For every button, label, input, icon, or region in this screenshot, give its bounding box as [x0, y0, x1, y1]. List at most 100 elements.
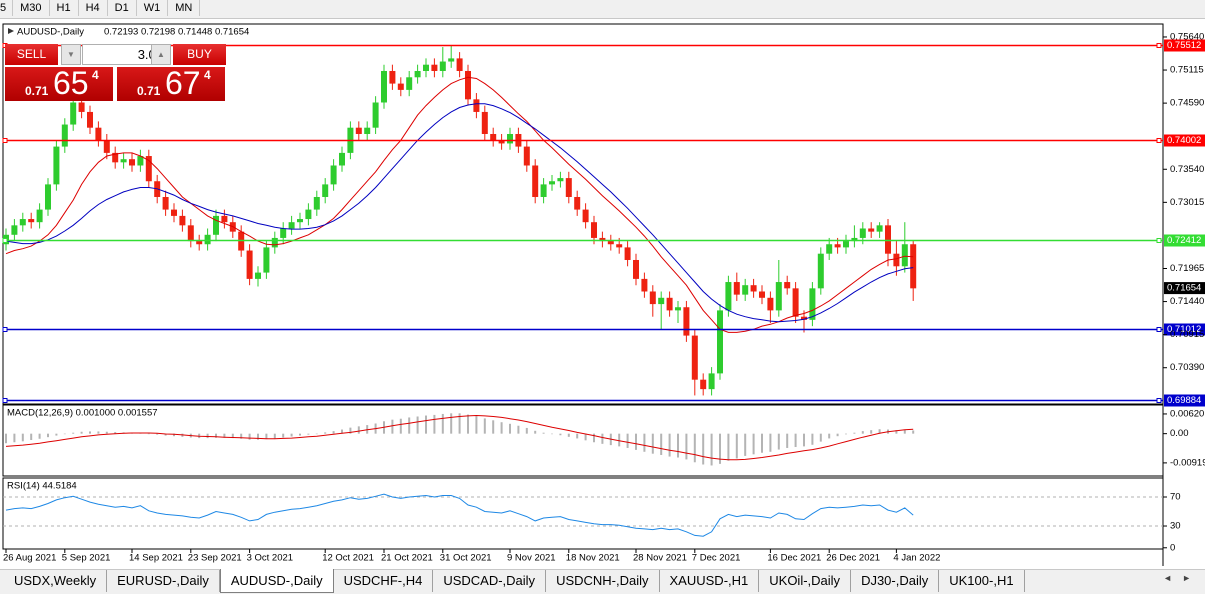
- macd-bar: [114, 432, 117, 434]
- timeframe-button[interactable]: H1: [50, 0, 79, 16]
- candle-body: [725, 282, 732, 311]
- candle-body: [750, 285, 757, 292]
- x-tick-label: 31 Oct 2021: [440, 553, 492, 564]
- chart-tab[interactable]: DJ30-,Daily: [851, 570, 940, 592]
- level-label-box: [1164, 234, 1205, 247]
- x-tick-label: 23 Sep 2021: [188, 553, 242, 564]
- timeframe-button[interactable]: 5: [0, 0, 14, 16]
- candle-body: [885, 225, 891, 254]
- candle-body: [280, 228, 287, 238]
- macd-bar: [836, 433, 839, 437]
- candle-body: [641, 278, 648, 292]
- candle-body: [255, 272, 261, 279]
- indicator-title: AUDUSD-,Daily: [17, 27, 84, 38]
- macd-bar: [206, 433, 209, 439]
- level-label-box: [1164, 39, 1205, 52]
- macd-bar: [89, 431, 91, 434]
- timeframe-button[interactable]: D1: [108, 0, 137, 16]
- candle-body: [36, 209, 43, 223]
- x-tick-label: 28 Nov 2021: [633, 553, 687, 564]
- chart-tab[interactable]: USDCHF-,H4: [334, 570, 434, 592]
- candle-body: [305, 209, 312, 220]
- timeframe-button[interactable]: MN: [168, 0, 201, 16]
- macd-bar: [483, 418, 486, 434]
- macd-bar: [156, 433, 159, 435]
- macd-bar: [164, 433, 167, 436]
- candle-body: [465, 70, 471, 100]
- lot-down[interactable]: ▼: [61, 44, 81, 65]
- chart-tab[interactable]: EURUSD-,Daily: [107, 570, 220, 592]
- level-handle: [2, 398, 8, 403]
- macd-bar: [315, 433, 318, 435]
- timeframe-button[interactable]: H4: [79, 0, 108, 16]
- candle-body: [658, 297, 665, 305]
- timeframe-button[interactable]: M30: [13, 0, 50, 16]
- macd-bar: [828, 433, 831, 439]
- candle-body: [792, 288, 799, 317]
- candle-body: [649, 291, 656, 305]
- candle-body: [859, 228, 866, 238]
- macd-bar: [509, 423, 511, 434]
- macd-bar: [332, 431, 335, 434]
- macd-bar: [693, 433, 696, 463]
- chart-tab[interactable]: XAUUSD-,H1: [660, 570, 760, 592]
- candle-body: [213, 215, 219, 235]
- timeframe-button[interactable]: W1: [137, 0, 169, 16]
- moving-average: [5, 76, 914, 333]
- y-tick-label: 0.75115: [1170, 65, 1204, 76]
- candle-body: [406, 77, 413, 90]
- x-tick-label: 4 Jan 2022: [893, 553, 940, 564]
- candle-body: [498, 140, 505, 144]
- macd-bar: [870, 430, 873, 434]
- x-tick-label: 16 Dec 2021: [767, 553, 821, 564]
- candle-body: [616, 244, 623, 248]
- tab-scroll[interactable]: ◄►: [1163, 573, 1201, 583]
- macd-bar: [534, 430, 537, 434]
- macd-bar: [47, 433, 49, 438]
- chart-tab[interactable]: USDCNH-,Daily: [546, 570, 660, 592]
- macd-bar: [525, 427, 528, 434]
- x-tick-label: 12 Oct 2021: [322, 553, 374, 564]
- macd-bar: [668, 433, 671, 457]
- macd-bar: [601, 433, 604, 444]
- y-tick-label: -0.009191: [1170, 457, 1205, 468]
- macd-bar: [257, 433, 259, 440]
- candle-body: [742, 285, 749, 295]
- macd-bar: [593, 433, 595, 443]
- candle-body: [297, 219, 303, 223]
- candle-body: [78, 102, 85, 112]
- macd-bar: [895, 430, 898, 434]
- chart-tab[interactable]: UKOil-,Daily: [759, 570, 852, 592]
- macd-bar: [30, 433, 33, 441]
- chart-tab[interactable]: USDCAD-,Daily: [433, 570, 547, 592]
- x-tick-label: 3 Oct 2021: [247, 553, 293, 564]
- chart-tab[interactable]: AUDUSD-,Daily: [219, 569, 334, 593]
- macd-bar: [769, 433, 772, 452]
- y-tick-label: 0.71440: [1170, 296, 1204, 307]
- bid-price[interactable]: 0.71 65 4: [5, 65, 113, 101]
- sell-button[interactable]: SELL: [5, 44, 58, 65]
- candle-body: [112, 152, 119, 163]
- candle-body: [381, 70, 387, 103]
- ask-price[interactable]: 0.71 67 4: [117, 65, 225, 101]
- candle-body: [171, 209, 177, 216]
- lot-up[interactable]: ▲: [151, 44, 171, 65]
- macd-bar: [265, 433, 268, 440]
- y-tick-label: 0.006201: [1170, 408, 1205, 419]
- macd-bar: [63, 433, 66, 435]
- candle-body: [574, 196, 581, 210]
- y-tick-label: 0.70390: [1170, 362, 1204, 373]
- macd-bar: [635, 433, 637, 450]
- indicator-title: RSI(14) 44.5184: [7, 481, 77, 492]
- candle-body: [683, 307, 690, 336]
- buy-button[interactable]: BUY: [173, 44, 226, 65]
- candle-body: [137, 156, 144, 166]
- candle-body: [330, 165, 337, 185]
- macd-bar: [105, 431, 108, 434]
- chart-tab[interactable]: USDX,Weekly: [4, 570, 108, 592]
- chart-tab[interactable]: UK100-,H1: [939, 570, 1025, 592]
- candle-body: [87, 111, 93, 128]
- level-label-box: [1164, 323, 1205, 336]
- macd-bar: [391, 419, 394, 434]
